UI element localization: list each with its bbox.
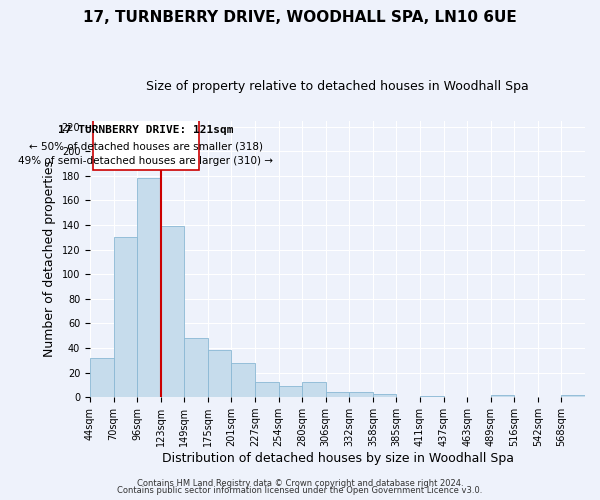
Bar <box>420 396 443 397</box>
Text: 49% of semi-detached houses are larger (310) →: 49% of semi-detached houses are larger (… <box>19 156 274 166</box>
Bar <box>137 178 161 397</box>
Bar <box>491 395 514 397</box>
Y-axis label: Number of detached properties: Number of detached properties <box>43 160 56 358</box>
Bar <box>326 392 349 397</box>
Text: Contains HM Land Registry data © Crown copyright and database right 2024.: Contains HM Land Registry data © Crown c… <box>137 478 463 488</box>
Bar <box>302 382 326 397</box>
Bar <box>278 386 302 397</box>
X-axis label: Distribution of detached houses by size in Woodhall Spa: Distribution of detached houses by size … <box>161 452 514 465</box>
Bar <box>232 363 255 397</box>
Bar <box>90 358 113 397</box>
Bar <box>349 392 373 397</box>
Text: Contains public sector information licensed under the Open Government Licence v3: Contains public sector information licen… <box>118 486 482 495</box>
Bar <box>255 382 278 397</box>
Title: Size of property relative to detached houses in Woodhall Spa: Size of property relative to detached ho… <box>146 80 529 93</box>
Bar <box>113 238 137 397</box>
Bar <box>161 226 184 397</box>
Bar <box>373 394 397 397</box>
Bar <box>184 338 208 397</box>
FancyBboxPatch shape <box>93 118 199 170</box>
Text: ← 50% of detached houses are smaller (318): ← 50% of detached houses are smaller (31… <box>29 142 263 152</box>
Text: 17 TURNBERRY DRIVE: 121sqm: 17 TURNBERRY DRIVE: 121sqm <box>58 126 233 136</box>
Bar <box>562 395 585 397</box>
Bar <box>208 350 232 397</box>
Text: 17, TURNBERRY DRIVE, WOODHALL SPA, LN10 6UE: 17, TURNBERRY DRIVE, WOODHALL SPA, LN10 … <box>83 10 517 25</box>
